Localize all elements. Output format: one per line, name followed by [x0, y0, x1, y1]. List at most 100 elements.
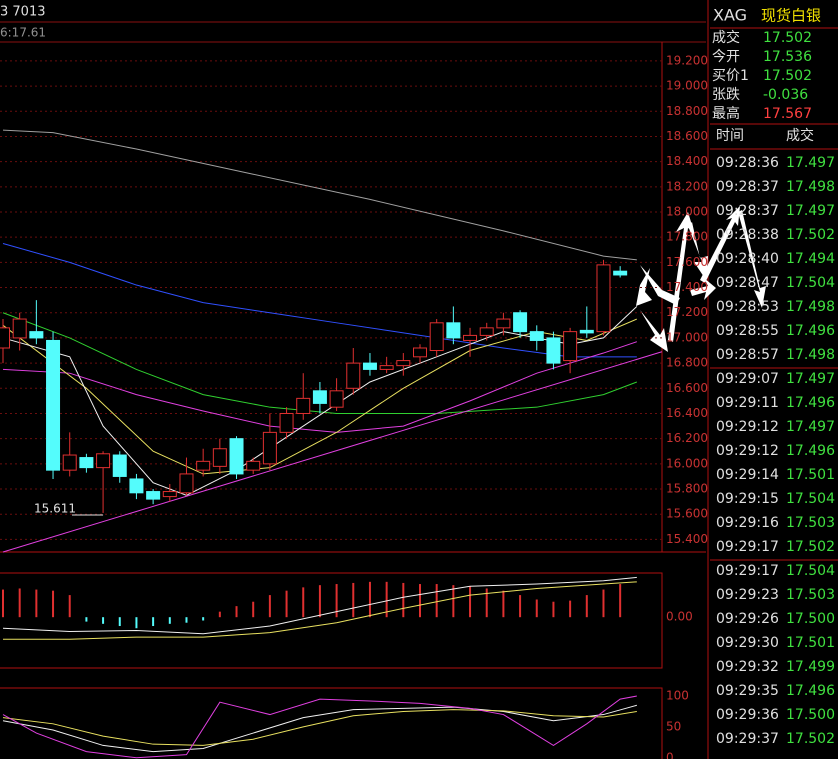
trade-time: 09:29:35 [716, 683, 779, 699]
trade-time: 09:29:36 [716, 707, 779, 723]
trade-time: 09:28:36 [716, 155, 779, 171]
trade-time: 09:28:37 [716, 203, 779, 219]
header-text: 3 7013 [0, 5, 46, 20]
trade-time: 09:29:17 [716, 563, 779, 579]
quote-label: 张跌 [712, 87, 740, 103]
trade-time: 09:29:11 [716, 395, 779, 411]
y-tick-label: 15.600 [666, 507, 708, 521]
arrow [668, 212, 694, 342]
trade-time: 09:28:55 [716, 323, 779, 339]
trade-time: 09:29:32 [716, 659, 779, 675]
trade-price: 17.501 [786, 635, 835, 651]
symbol: XAG [713, 6, 747, 25]
trade-price: 17.497 [786, 155, 835, 171]
candle-body [279, 412, 294, 433]
quote-label: 成交 [712, 29, 740, 46]
low-annotation: 15.611 [34, 501, 76, 515]
arrow [738, 210, 766, 308]
candle-body [62, 454, 77, 471]
quote-value: 17.536 [763, 49, 812, 65]
candle-body [596, 264, 611, 333]
quote-value: 17.502 [763, 30, 812, 46]
trade-price: 17.498 [786, 299, 835, 315]
trade-time: 09:29:30 [716, 635, 779, 651]
trade-price: 17.496 [786, 395, 835, 411]
arrow [640, 265, 680, 305]
y-tick-label: 16.600 [666, 381, 708, 395]
trade-time: 09:29:23 [716, 587, 779, 603]
candle-body [413, 347, 427, 358]
quote-value: 17.502 [763, 68, 812, 84]
trade-price: 17.502 [786, 227, 835, 243]
trade-time: 09:29:16 [716, 515, 779, 531]
trade-price: 17.504 [786, 563, 835, 579]
trade-price: 17.497 [786, 419, 835, 435]
y-tick-label: 18.800 [666, 104, 708, 118]
y-tick-label: 15.800 [666, 482, 708, 496]
trade-time: 09:29:26 [716, 611, 779, 627]
trade-price: 17.496 [786, 323, 835, 339]
trades-header: 时间 [716, 128, 744, 144]
candle-body [0, 327, 10, 349]
trade-price: 17.504 [786, 275, 835, 291]
candle-body [79, 457, 94, 469]
arrow [688, 222, 708, 280]
candle-body [212, 448, 227, 467]
arrow [690, 278, 716, 300]
quote-value: -0.036 [763, 87, 808, 103]
y-tick-label: 18.200 [666, 179, 708, 193]
candle-body [463, 334, 478, 341]
y-tick-label: 17.600 [666, 255, 708, 269]
y-tick-label: 19.000 [666, 79, 708, 93]
trade-price: 17.503 [786, 587, 835, 603]
candle-body [362, 362, 377, 370]
quote-label: 最高 [712, 105, 740, 122]
trade-price: 17.497 [786, 371, 835, 387]
y-tick-label: 16.200 [666, 431, 708, 445]
trade-price: 17.499 [786, 659, 835, 675]
header-subtext: 6:17.61 [0, 26, 46, 40]
trade-price: 17.503 [786, 515, 835, 531]
candle-body [529, 331, 544, 341]
arrows [636, 206, 766, 352]
y-tick-label: 19.200 [666, 53, 708, 67]
candle-body [563, 331, 578, 362]
trade-time: 09:28:47 [716, 275, 779, 291]
trade-time: 09:28:57 [716, 347, 779, 363]
indicator-line [3, 581, 637, 640]
candle-body [112, 454, 127, 477]
candle-body [146, 491, 161, 500]
candle-body [513, 312, 528, 333]
trade-price: 17.501 [786, 467, 835, 483]
candle-body [429, 322, 444, 352]
trade-price: 17.494 [786, 251, 835, 267]
y-tick-label: 17.200 [666, 305, 708, 319]
trade-time: 09:28:40 [716, 251, 779, 267]
y-tick-label: 18.600 [666, 129, 708, 143]
trade-price: 17.498 [786, 179, 835, 195]
instrument-name: 现货白银 [761, 7, 821, 25]
indicator-line [2, 704, 637, 753]
indicator-line [2, 242, 637, 358]
y-tick-label: 0 [666, 750, 674, 759]
candle-body [12, 318, 27, 339]
candle-body [179, 473, 194, 494]
candle-body [129, 478, 144, 494]
y-tick-label: 16.800 [666, 356, 708, 370]
candle-body [229, 438, 244, 475]
candle-body [446, 322, 461, 339]
trade-price: 17.496 [786, 443, 835, 459]
y-tick-label: 17.800 [666, 230, 708, 244]
panel-border [0, 687, 663, 759]
indicator-line [2, 576, 637, 635]
trade-price: 17.500 [786, 707, 835, 723]
candle-body [96, 453, 111, 469]
candle-body [346, 362, 361, 389]
indicator-line [2, 351, 663, 553]
arrow [700, 206, 740, 283]
y-tick-label: 18.000 [666, 205, 708, 219]
trade-price: 17.497 [786, 203, 835, 219]
y-tick-label: 100 [666, 689, 689, 703]
